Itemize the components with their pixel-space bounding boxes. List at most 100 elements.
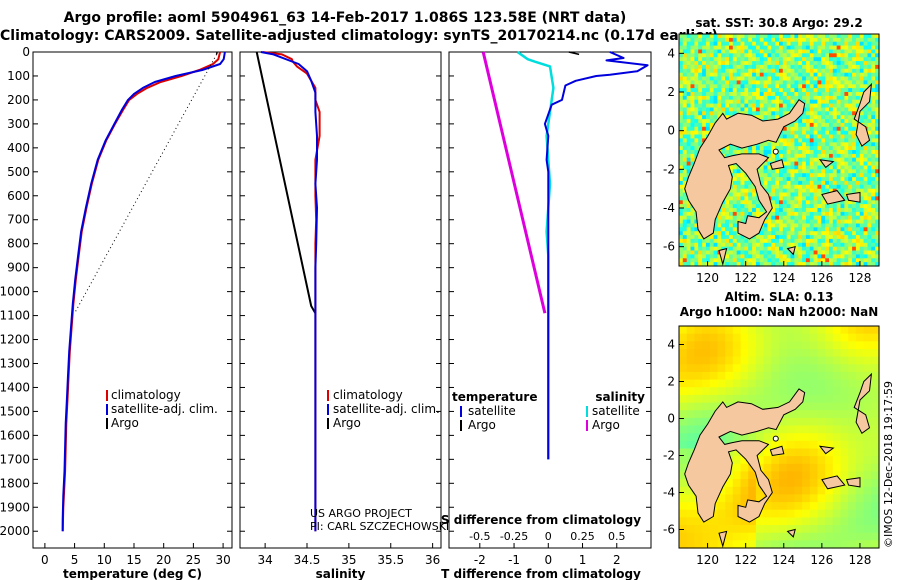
temp-argo-dotted-line <box>74 54 218 314</box>
temp-ytick-label: 800 <box>7 237 30 251</box>
diff-argo-line <box>481 51 547 314</box>
sla-map-xtick-label: 122 <box>734 553 757 567</box>
sal-xtick-label: 35 <box>341 553 356 567</box>
sst-map-title: sat. SST: 30.8 Argo: 29.2 <box>695 16 862 30</box>
temp-climatology-line <box>61 51 222 532</box>
sla-map-land-sulawesi <box>684 388 806 523</box>
temperature-panel-frame <box>32 51 233 549</box>
diff-legend-swatch-left <box>460 420 462 431</box>
sla-map-ytick-label: 2 <box>667 375 675 389</box>
temp-ytick-label: 600 <box>7 189 30 203</box>
sal-xtick-label: 34 <box>257 553 272 567</box>
sst-map-land-island <box>853 82 873 147</box>
sal-legend-label: climatology <box>333 388 403 402</box>
temp-ytick-label: 0 <box>22 45 30 59</box>
temp-ytick-label: 200 <box>7 93 30 107</box>
diff-xtick-label: 1 <box>579 553 587 567</box>
temp-ytick-label: 1600 <box>0 428 30 442</box>
temp-xtick-label: 5 <box>71 553 79 567</box>
sal-legend-swatch <box>327 418 329 429</box>
sla-map-frame <box>678 325 880 549</box>
temp-argo-line <box>215 51 218 55</box>
sst-map-ytick-label: -4 <box>663 201 675 215</box>
figure-title-line-1: Argo profile: aoml 5904961_63 14-Feb-201… <box>63 10 627 26</box>
temp-ytick-label: 1700 <box>0 452 30 466</box>
temp-legend-label: climatology <box>111 388 181 402</box>
imos-credit: ©IMOS 12-Dec-2018 19:17:59 <box>882 381 895 548</box>
diff-legend-temp-title: temperature <box>452 390 537 404</box>
sal-xlabel: salinity <box>316 567 366 580</box>
temp-ytick-label: 1300 <box>0 356 30 370</box>
diff-xlabel: T difference from climatology <box>441 567 641 580</box>
temp-xtick-label: 25 <box>186 553 201 567</box>
sla-map-xtick-label: 120 <box>696 553 719 567</box>
sla-map-land-island <box>845 477 861 488</box>
sla-map-ytick-label: 0 <box>667 412 675 426</box>
diff-sal-tick-label: -0.5 <box>469 530 490 543</box>
sst-map-ytick-label: -2 <box>663 162 675 176</box>
temp-legend-label: Argo <box>111 416 139 430</box>
temp-ytick-label: 1500 <box>0 404 30 418</box>
temp-xtick-label: 15 <box>126 553 141 567</box>
temp-xtick-label: 30 <box>215 553 230 567</box>
sla-map-title-line-1: Altim. SLA: 0.13 <box>725 290 834 304</box>
diff-argo-top-mark <box>568 51 580 56</box>
sst-map-ytick-label: -6 <box>663 240 675 254</box>
sst-map-argo-position-marker <box>772 148 779 155</box>
temp-ytick-label: 700 <box>7 213 30 227</box>
sal-legend-label: Argo <box>333 416 361 430</box>
sst-map-ytick-label: 0 <box>667 124 675 138</box>
temp-xtick-label: 20 <box>156 553 171 567</box>
temp-legend-label: satellite-adj. clim. <box>111 402 218 416</box>
sst-map-ytick-label: 2 <box>667 85 675 99</box>
diff-sal-tick-label: 0.5 <box>608 530 626 543</box>
diff-legend-label-right: satellite <box>592 404 640 418</box>
sst-map-frame <box>678 33 880 267</box>
sla-map-xtick-label: 126 <box>810 553 833 567</box>
sst-map-xtick-label: 126 <box>810 271 833 285</box>
figure-title-line-2: Climatology: CARS2009. Satellite-adjuste… <box>0 28 718 44</box>
temp-ytick-label: 400 <box>7 141 30 155</box>
sla-map-ytick-label: -4 <box>663 486 675 500</box>
diff-legend-swatch-right <box>586 420 588 431</box>
diff-xtick-label: 2 <box>613 553 621 567</box>
temp-ytick-label: 1100 <box>0 309 30 323</box>
diff-sal-tick-label: 0 <box>545 530 552 543</box>
sal-argo-line <box>255 51 317 314</box>
sla-map-ytick-label: -2 <box>663 449 675 463</box>
sla-map-land-island <box>853 372 873 435</box>
sst-map-xtick-label: 124 <box>772 271 795 285</box>
temp-legend-swatch <box>106 418 108 429</box>
sal-xtick-label: 36 <box>425 553 440 567</box>
sal-legend-swatch <box>327 390 329 401</box>
sal-xtick-label: 35.5 <box>377 553 404 567</box>
temp-legend-swatch <box>106 404 108 415</box>
diff-sal-tick-label: -0.25 <box>500 530 528 543</box>
temp-ytick-label: 900 <box>7 261 30 275</box>
sst-map-xtick-label: 120 <box>696 271 719 285</box>
sal-legend-swatch <box>327 404 329 415</box>
sal-legend-label: satellite-adj. clim. <box>333 402 440 416</box>
temp-xtick-label: 0 <box>41 553 49 567</box>
sla-map-land-island <box>769 445 785 457</box>
sla-map-land-island <box>818 445 835 455</box>
sst-map-land-island <box>718 247 728 267</box>
diff-sal-tick-label: 0.25 <box>570 530 595 543</box>
sst-map-land-island <box>845 191 861 203</box>
temp-xtick-label: 10 <box>97 553 112 567</box>
diff-temperature-satellite-line <box>543 51 649 460</box>
diff-legend-sal-title: salinity <box>595 390 645 404</box>
sst-map-land-island <box>786 246 796 256</box>
sst-map-land-island <box>769 159 785 170</box>
temp-ytick-label: 1900 <box>0 500 30 514</box>
sal-satellite-line <box>260 51 318 532</box>
diff-legend-swatch-left <box>460 406 462 417</box>
temp-ytick-label: 1800 <box>0 476 30 490</box>
sla-map-xtick-label: 128 <box>848 553 871 567</box>
temp-ytick-label: 1000 <box>0 285 30 299</box>
diff-legend-swatch-right <box>586 406 588 417</box>
sla-map-ytick-label: -6 <box>663 523 675 537</box>
temp-legend-swatch <box>106 390 108 401</box>
temp-ytick-label: 2000 <box>0 524 30 538</box>
